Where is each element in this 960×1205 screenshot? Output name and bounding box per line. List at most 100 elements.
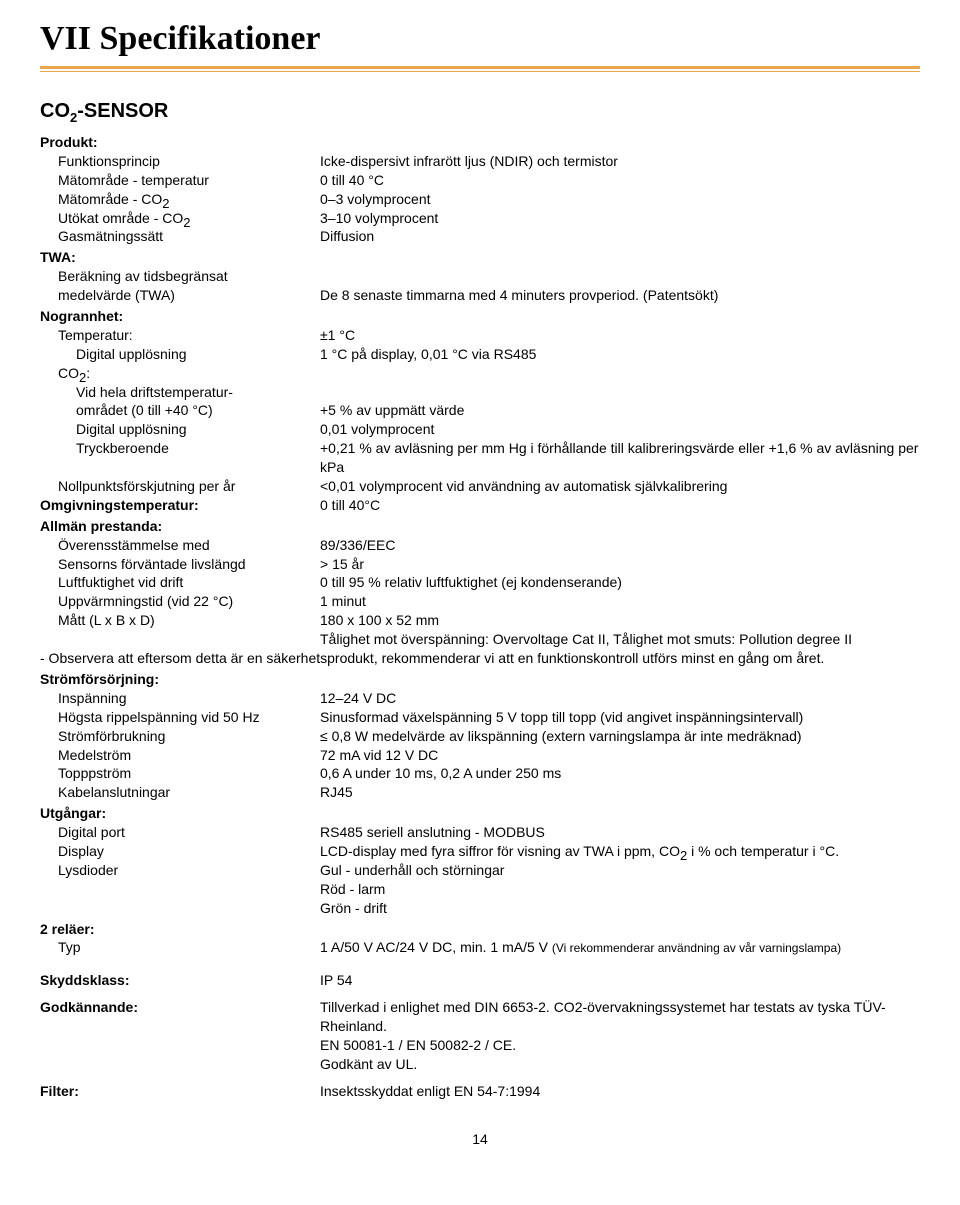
label: Medelström bbox=[40, 746, 320, 765]
row-matt: Mått (L x B x D) 180 x 100 x 52 mm Tålig… bbox=[40, 611, 920, 649]
label-pre: Utökat område - CO bbox=[58, 210, 183, 226]
value: 0,6 A under 10 ms, 0,2 A under 250 ms bbox=[320, 764, 920, 783]
group-allman: Allmän prestanda: bbox=[40, 517, 920, 536]
label: Luftfuktighet vid drift bbox=[40, 573, 320, 592]
note-observera: - Observera att eftersom detta är en säk… bbox=[40, 649, 920, 668]
label: Kabelanslutningar bbox=[40, 783, 320, 802]
value: ±1 °C bbox=[320, 326, 920, 345]
chapter-title: VII Specifikationer bbox=[40, 20, 920, 58]
value: 180 x 100 x 52 mm Tålighet mot överspänn… bbox=[320, 611, 920, 649]
value-line-1: Gul - underhåll och störningar bbox=[320, 861, 920, 880]
label: Strömförbrukning bbox=[40, 727, 320, 746]
label-pre: Mätområde - CO bbox=[58, 191, 162, 207]
value: 12–24 V DC bbox=[320, 689, 920, 708]
label: Inspänning bbox=[40, 689, 320, 708]
value: 1 minut bbox=[320, 592, 920, 611]
label: Filter: bbox=[40, 1082, 320, 1101]
value-small: (Vi rekommenderar användning av vår varn… bbox=[552, 941, 841, 955]
row-digupp1: Digital upplösning 1 °C på display, 0,01… bbox=[40, 345, 920, 364]
row-tryck: Tryckberoende +0,21 % av avläsning per m… bbox=[40, 439, 920, 477]
spacer bbox=[40, 1074, 920, 1082]
value: Sinusformad växelspänning 5 V topp till … bbox=[320, 708, 920, 727]
row-funktionsprincip: Funktionsprincip Icke-dispersivt infrarö… bbox=[40, 152, 920, 171]
row-rippel: Högsta rippelspänning vid 50 Hz Sinusfor… bbox=[40, 708, 920, 727]
label: Beräkning av tidsbegränsat bbox=[40, 267, 320, 286]
spacer bbox=[40, 957, 920, 971]
value-pre: LCD-display med fyra siffror för visning… bbox=[320, 843, 680, 859]
row-vidhela-1: Vid hela driftstemperatur- bbox=[40, 383, 920, 402]
label: Gasmätningssätt bbox=[40, 227, 320, 246]
label: Sensorns förväntade livslängd bbox=[40, 555, 320, 574]
value: ≤ 0,8 W medelvärde av likspänning (exter… bbox=[320, 727, 920, 746]
row-utokat: Utökat område - CO2 3–10 volymprocent bbox=[40, 209, 920, 228]
row-filter: Filter: Insektsskyddat enligt EN 54-7:19… bbox=[40, 1082, 920, 1101]
value: LCD-display med fyra siffror för visning… bbox=[320, 842, 920, 861]
value: Icke-dispersivt infrarött ljus (NDIR) oc… bbox=[320, 152, 920, 171]
value-line-1: Tillverkad i enlighet med DIN 6653-2. CO… bbox=[320, 998, 920, 1036]
row-co2: CO2: bbox=[40, 364, 920, 383]
row-typ: Typ 1 A/50 V AC/24 V DC, min. 1 mA/5 V (… bbox=[40, 938, 920, 957]
row-forbruk: Strömförbrukning ≤ 0,8 W medelvärde av l… bbox=[40, 727, 920, 746]
value: 3–10 volymprocent bbox=[320, 209, 920, 228]
label: Digital upplösning bbox=[40, 345, 320, 364]
label: Digital port bbox=[40, 823, 320, 842]
label: Display bbox=[40, 842, 320, 861]
value: Insektsskyddat enligt EN 54-7:1994 bbox=[320, 1082, 920, 1101]
label: Omgivningstemperatur: bbox=[40, 496, 320, 515]
label: Utökat område - CO2 bbox=[40, 209, 320, 228]
value: RJ45 bbox=[320, 783, 920, 802]
group-relaer: 2 reläer: bbox=[40, 920, 920, 939]
section-title-post: -SENSOR bbox=[77, 100, 168, 122]
value-line-1: 180 x 100 x 52 mm bbox=[320, 611, 920, 630]
row-matomrade-co2: Mätområde - CO2 0–3 volymprocent bbox=[40, 190, 920, 209]
value: De 8 senaste timmarna med 4 minuters pro… bbox=[320, 286, 920, 305]
group-produkt: Produkt: bbox=[40, 133, 920, 152]
row-twa-2: medelvärde (TWA) De 8 senaste timmarna m… bbox=[40, 286, 920, 305]
label: Uppvärmningstid (vid 22 °C) bbox=[40, 592, 320, 611]
value: > 15 år bbox=[320, 555, 920, 574]
label: Typ bbox=[40, 938, 320, 957]
section-title: CO2-SENSOR bbox=[40, 100, 920, 123]
row-luft: Luftfuktighet vid drift 0 till 95 % rela… bbox=[40, 573, 920, 592]
group-nogrannhet: Nogrannhet: bbox=[40, 307, 920, 326]
label: Digital upplösning bbox=[40, 420, 320, 439]
spacer bbox=[40, 990, 920, 998]
label: Mätområde - temperatur bbox=[40, 171, 320, 190]
value: Tillverkad i enlighet med DIN 6653-2. CO… bbox=[320, 998, 920, 1074]
label: Mått (L x B x D) bbox=[40, 611, 320, 630]
value-line-3: Godkänt av UL. bbox=[320, 1055, 920, 1074]
value: +5 % av uppmätt värde bbox=[320, 401, 920, 420]
value: 72 mA vid 12 V DC bbox=[320, 746, 920, 765]
label: Vid hela driftstemperatur- bbox=[40, 383, 320, 402]
value-pre: 1 A/50 V AC/24 V DC, min. 1 mA/5 V bbox=[320, 939, 552, 955]
value: RS485 seriell anslutning - MODBUS bbox=[320, 823, 920, 842]
label: Tryckberoende bbox=[40, 439, 320, 458]
row-skydd: Skyddsklass: IP 54 bbox=[40, 971, 920, 990]
label: CO2: bbox=[40, 364, 320, 383]
title-rule-thin bbox=[40, 71, 920, 72]
row-overens: Överensstämmelse med 89/336/EEC bbox=[40, 536, 920, 555]
row-toppp: Topppström 0,6 A under 10 ms, 0,2 A unde… bbox=[40, 764, 920, 783]
label: Nollpunktsförskjutning per år bbox=[40, 477, 320, 496]
value: 0,01 volymprocent bbox=[320, 420, 920, 439]
label: Överensstämmelse med bbox=[40, 536, 320, 555]
spec-block: Produkt: Funktionsprincip Icke-dispersiv… bbox=[40, 133, 920, 1101]
value: IP 54 bbox=[320, 971, 920, 990]
row-medel: Medelström 72 mA vid 12 V DC bbox=[40, 746, 920, 765]
row-twa-1: Beräkning av tidsbegränsat bbox=[40, 267, 920, 286]
label: Topppström bbox=[40, 764, 320, 783]
value-post: i % och temperatur i °C. bbox=[687, 843, 839, 859]
value: 1 °C på display, 0,01 °C via RS485 bbox=[320, 345, 920, 364]
value-line-2: EN 50081-1 / EN 50082-2 / CE. bbox=[320, 1036, 920, 1055]
value-line-2: Röd - larm bbox=[320, 880, 920, 899]
label-pre: CO bbox=[58, 365, 79, 381]
row-display: Display LCD-display med fyra siffror för… bbox=[40, 842, 920, 861]
group-utgang: Utgångar: bbox=[40, 804, 920, 823]
row-digupp2: Digital upplösning 0,01 volymprocent bbox=[40, 420, 920, 439]
value: Gul - underhåll och störningar Röd - lar… bbox=[320, 861, 920, 918]
row-vidhela-2: området (0 till +40 °C) +5 % av uppmätt … bbox=[40, 401, 920, 420]
row-temperatur: Temperatur: ±1 °C bbox=[40, 326, 920, 345]
label: Godkännande: bbox=[40, 998, 320, 1017]
row-matomrade-temp: Mätområde - temperatur 0 till 40 °C bbox=[40, 171, 920, 190]
value: 0 till 40°C bbox=[320, 496, 920, 515]
